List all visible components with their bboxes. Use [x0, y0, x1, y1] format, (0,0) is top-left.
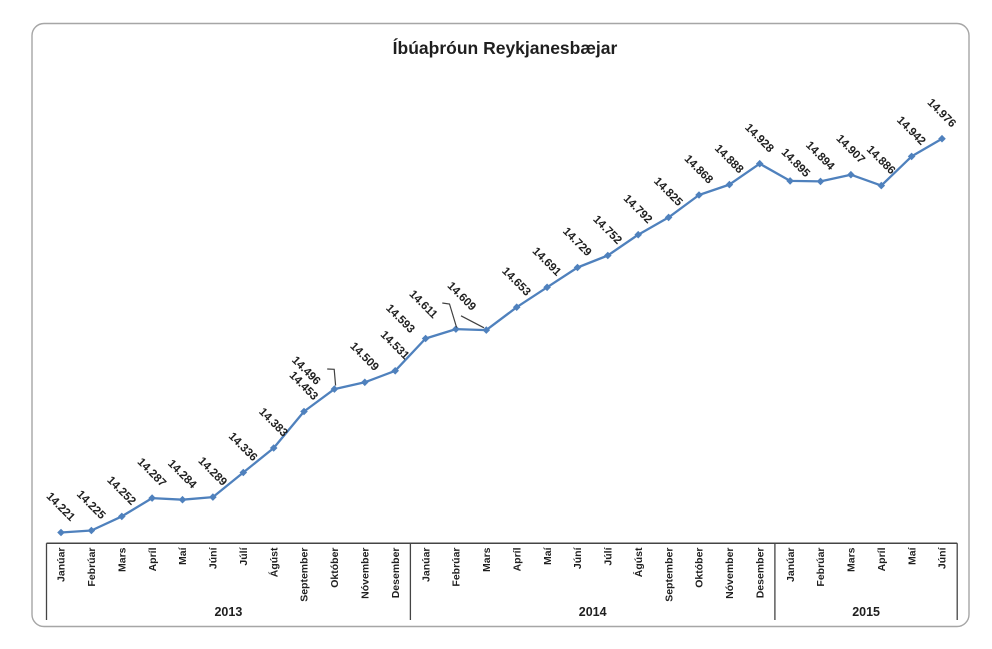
svg-text:Ágúst: Ágúst [267, 547, 280, 577]
svg-text:Apríl: Apríl [511, 547, 523, 571]
svg-text:Desember: Desember [390, 548, 402, 599]
svg-text:Maí: Maí [906, 546, 918, 565]
svg-text:September: September [299, 548, 311, 602]
svg-text:Mars: Mars [481, 547, 493, 572]
svg-text:Júní: Júní [937, 546, 949, 569]
svg-text:Febrúar: Febrúar [815, 548, 827, 587]
svg-text:Mars: Mars [116, 547, 128, 572]
svg-text:Október: Október [694, 548, 706, 588]
svg-text:Janúar: Janúar [56, 548, 68, 582]
svg-text:Apríl: Apríl [147, 547, 159, 571]
svg-text:Júlí: Júlí [238, 546, 250, 565]
svg-text:Júní: Júní [208, 546, 220, 569]
svg-text:Júlí: Júlí [602, 546, 614, 565]
svg-text:Íbúaþróun Reykjanesbæjar: Íbúaþróun Reykjanesbæjar [393, 37, 618, 58]
svg-text:Nóvember: Nóvember [359, 548, 371, 599]
svg-text:Nóvember: Nóvember [724, 548, 736, 599]
svg-text:Október: Október [329, 548, 341, 588]
svg-text:Janúar: Janúar [420, 548, 432, 582]
svg-text:Maí: Maí [177, 546, 189, 565]
svg-text:Febrúar: Febrúar [451, 548, 463, 587]
svg-text:September: September [663, 548, 675, 602]
svg-text:2015: 2015 [852, 605, 880, 619]
svg-text:Janúar: Janúar [785, 548, 797, 582]
svg-text:Desember: Desember [754, 548, 766, 599]
svg-text:Maí: Maí [542, 546, 554, 565]
svg-text:2013: 2013 [214, 605, 242, 619]
svg-text:2014: 2014 [579, 605, 607, 619]
svg-text:Apríl: Apríl [876, 547, 888, 571]
svg-text:Febrúar: Febrúar [86, 548, 98, 587]
svg-text:Júní: Júní [572, 546, 584, 569]
svg-text:Ágúst: Ágúst [632, 547, 645, 577]
svg-text:Mars: Mars [846, 547, 858, 572]
